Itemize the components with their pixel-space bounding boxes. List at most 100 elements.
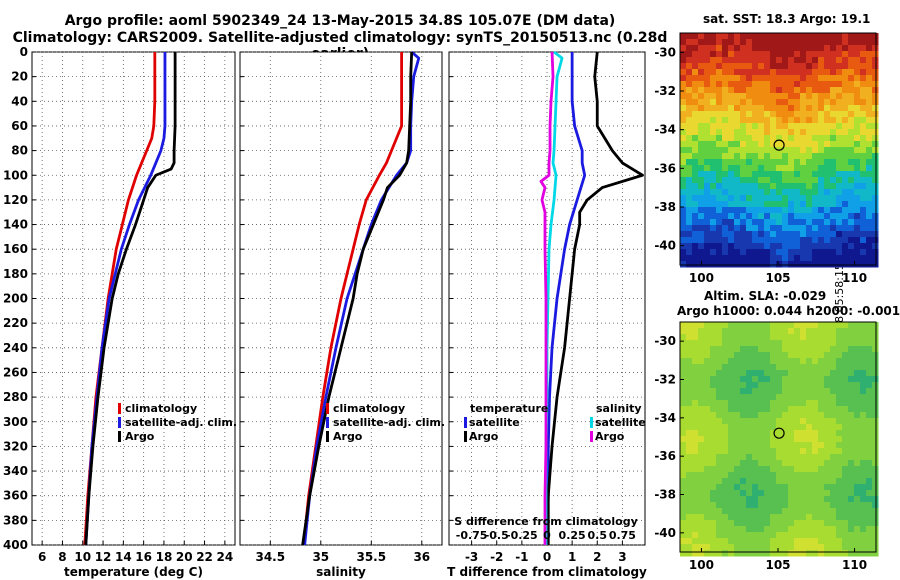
map-cell (734, 57, 741, 64)
map-cell (794, 249, 801, 256)
map-cell (728, 111, 735, 118)
map-cell (704, 189, 711, 196)
map-cell (716, 334, 723, 341)
map-cell (812, 412, 819, 419)
map-cell (866, 508, 873, 515)
map-cell (788, 388, 795, 395)
map-cell (830, 75, 837, 82)
map-cell (842, 388, 849, 395)
map-cell (872, 171, 879, 178)
map-cell (788, 424, 795, 431)
map-cell (794, 231, 801, 238)
map-cell (758, 520, 765, 527)
map-cell (776, 412, 783, 419)
map-cell (836, 249, 843, 256)
map-cell (734, 261, 741, 268)
map-cell (818, 237, 825, 244)
map-cell (818, 39, 825, 46)
legend-label: Argo (595, 430, 625, 443)
map-cell (710, 201, 717, 208)
map-cell (872, 400, 879, 407)
map-cell (788, 93, 795, 100)
map-cell (854, 171, 861, 178)
map-cell (860, 57, 867, 64)
map-cell (860, 412, 867, 419)
map-cell (734, 490, 741, 497)
map-cell (812, 39, 819, 46)
map-cell (812, 123, 819, 130)
map-cell (806, 39, 813, 46)
map-cell (728, 394, 735, 401)
map-cell (824, 213, 831, 220)
map-cell (680, 33, 687, 40)
map-cell (770, 69, 777, 76)
map-cell (746, 93, 753, 100)
map-cell (680, 508, 687, 515)
map-cell (794, 69, 801, 76)
map-cell (740, 382, 747, 389)
map-cell (740, 532, 747, 539)
map-cell (818, 478, 825, 485)
map-cell (764, 328, 771, 335)
map-cell (782, 123, 789, 130)
map-cell (746, 382, 753, 389)
map-cell (830, 364, 837, 371)
map-cell (704, 75, 711, 82)
map-cell (722, 87, 729, 94)
map-cell (788, 490, 795, 497)
map-cell (848, 225, 855, 232)
map-cell (848, 219, 855, 226)
map-cell (776, 466, 783, 473)
map-cell (728, 33, 735, 40)
map-cell (752, 141, 759, 148)
map-cell (812, 261, 819, 268)
map-cell (716, 63, 723, 70)
map-cell (818, 249, 825, 256)
map-cell (830, 105, 837, 112)
map-cell (848, 346, 855, 353)
map-cell (818, 261, 825, 268)
map-cell (794, 490, 801, 497)
map-cell (764, 460, 771, 467)
map-cell (680, 261, 687, 268)
map-cell (854, 237, 861, 244)
map-cell (806, 255, 813, 262)
map-cell (770, 532, 777, 539)
map-cell (680, 520, 687, 527)
map-cell (698, 201, 705, 208)
map-cell (866, 394, 873, 401)
map-cell (866, 442, 873, 449)
map-cell (794, 213, 801, 220)
map-cell (860, 502, 867, 509)
map-cell (722, 400, 729, 407)
x-tick-label: 8 (58, 550, 66, 564)
map-cell (836, 322, 843, 329)
map-cell (794, 436, 801, 443)
map-cell (848, 340, 855, 347)
map-cell (734, 496, 741, 503)
map-cell (836, 135, 843, 142)
map-cell (746, 177, 753, 184)
map-y-tick-label: -38 (654, 200, 676, 214)
map-cell (800, 406, 807, 413)
map-cell (836, 352, 843, 359)
map-cell (758, 261, 765, 268)
map-cell (872, 496, 879, 503)
map-cell (782, 352, 789, 359)
map-cell (806, 382, 813, 389)
map-cell (818, 231, 825, 238)
map-cell (824, 75, 831, 82)
map-cell (764, 219, 771, 226)
map-cell (770, 129, 777, 136)
map-cell (836, 255, 843, 262)
map-cell (728, 189, 735, 196)
map-cell (734, 183, 741, 190)
map-cell (818, 33, 825, 40)
map-cell (776, 75, 783, 82)
map-cell (872, 502, 879, 509)
map-cell (728, 105, 735, 112)
map-cell (782, 370, 789, 377)
map-cell (692, 231, 699, 238)
map-cell (770, 45, 777, 52)
